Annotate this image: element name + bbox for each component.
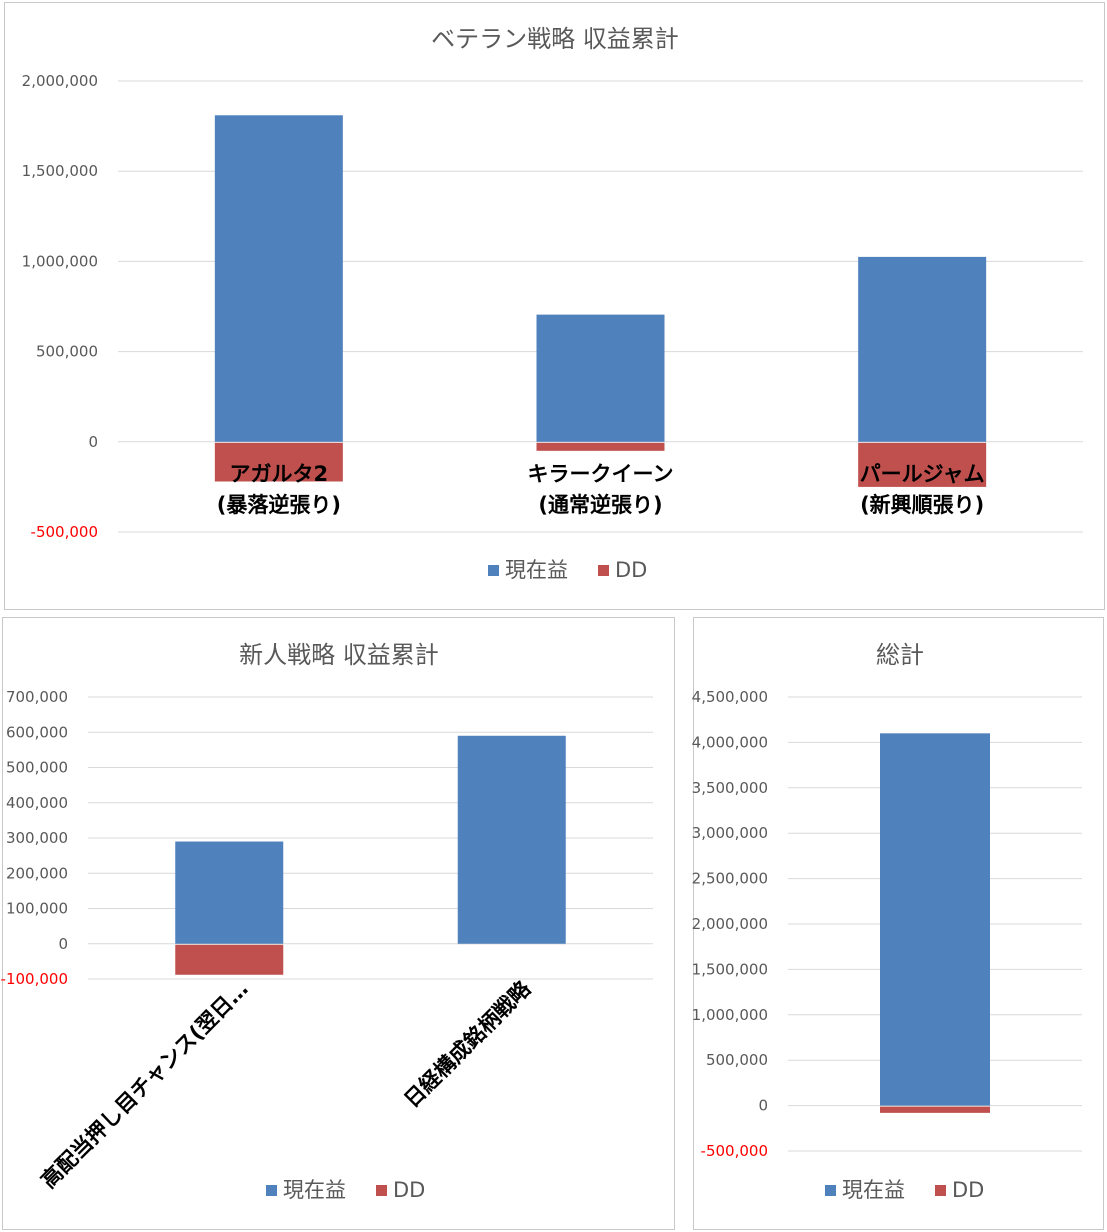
chart-total: 総計 4,500,000 4,000,000 3,500,000 3,000,000 2,… bbox=[692, 641, 1082, 1202]
category-label: パールジャム bbox=[860, 462, 985, 486]
y-tick-label: 4,000,000 bbox=[692, 733, 768, 751]
category-label: キラークイーン bbox=[528, 462, 674, 486]
chart-total-panel: 総計 4,500,000 4,000,000 3,500,000 3,000,000 2,… bbox=[692, 617, 1104, 1230]
chart-title: ベテラン戦略 収益累計 bbox=[431, 25, 679, 53]
y-tick-label: 1,500,000 bbox=[692, 960, 768, 978]
bar-current-profit bbox=[858, 256, 987, 442]
y-tick-label: 1,500,000 bbox=[22, 162, 98, 180]
legend-swatch-dd bbox=[598, 565, 609, 576]
y-tick-label: 700,000 bbox=[6, 688, 68, 706]
chart-title: 新人戦略 収益累計 bbox=[239, 641, 439, 669]
y-tick-label: -500,000 bbox=[701, 1142, 768, 1160]
bar-dd bbox=[858, 442, 987, 487]
legend-label-current-profit: 現在益 bbox=[842, 1178, 905, 1202]
legend-label-dd: DD bbox=[615, 558, 647, 582]
bar-current-profit bbox=[536, 314, 665, 442]
legend-label-dd: DD bbox=[393, 1178, 425, 1202]
y-tick-label: 500,000 bbox=[6, 759, 68, 777]
y-tick-label: 0 bbox=[88, 433, 98, 451]
y-tick-label: 0 bbox=[758, 1097, 768, 1115]
y-tick-label: 0 bbox=[58, 935, 68, 953]
y-tick-label: 4,500,000 bbox=[692, 688, 768, 706]
chart-veteran-panel: ベテラン戦略 収益累計 2,000,000 1,500,000 1,000,000 50… bbox=[4, 2, 1105, 610]
y-tick-label: 2,000,000 bbox=[22, 72, 98, 90]
legend-swatch-dd bbox=[376, 1185, 387, 1196]
bar-dd bbox=[214, 442, 343, 482]
legend-swatch-current-profit bbox=[266, 1185, 277, 1196]
y-tick-label: 1,000,000 bbox=[692, 1006, 768, 1024]
y-tick-label: 3,500,000 bbox=[692, 779, 768, 797]
bar-current-profit bbox=[214, 115, 343, 442]
y-tick-label: 600,000 bbox=[6, 723, 68, 741]
category-label: (新興順張り) bbox=[860, 493, 984, 517]
legend-swatch-dd bbox=[935, 1185, 946, 1196]
y-tick-label: -100,000 bbox=[1, 970, 68, 988]
legend-swatch-current-profit bbox=[488, 565, 499, 576]
legend-label-current-profit: 現在益 bbox=[283, 1178, 346, 1202]
bar-dd bbox=[175, 944, 284, 975]
y-tick-label: 500,000 bbox=[36, 343, 98, 361]
chart-veteran: ベテラン戦略 収益累計 2,000,000 1,500,000 1,000,000 50… bbox=[22, 25, 1083, 582]
y-tick-label: 200,000 bbox=[6, 864, 68, 882]
y-tick-label: 400,000 bbox=[6, 794, 68, 812]
category-label: 日経構成銘柄戦略 bbox=[400, 976, 536, 1112]
y-tick-label: 500,000 bbox=[706, 1051, 768, 1069]
y-tick-label: 3,000,000 bbox=[692, 824, 768, 842]
bar-dd bbox=[536, 442, 665, 451]
category-label: 高配当押し目チャンス(翌日… bbox=[36, 977, 252, 1193]
category-label: (通常逆張り) bbox=[538, 493, 662, 517]
bar-dd bbox=[880, 1106, 990, 1113]
y-tick-label: 2,000,000 bbox=[692, 915, 768, 933]
bar-current-profit bbox=[175, 841, 284, 944]
y-tick-label: -500,000 bbox=[31, 523, 98, 541]
y-tick-label: 1,000,000 bbox=[22, 252, 98, 270]
bar-current-profit bbox=[880, 733, 990, 1106]
y-tick-label: 300,000 bbox=[6, 829, 68, 847]
category-label: アガルタ2 bbox=[230, 462, 329, 486]
y-tick-label: 2,500,000 bbox=[692, 870, 768, 888]
bar-current-profit bbox=[457, 735, 566, 944]
category-label: (暴落逆張り) bbox=[217, 493, 341, 517]
chart-newcomer: 新人戦略 収益累計 700,000 600,000 500,000 400,000 300… bbox=[1, 641, 653, 1202]
legend-label-current-profit: 現在益 bbox=[505, 558, 568, 582]
chart-newcomer-panel: 新人戦略 収益累計 700,000 600,000 500,000 400,000 300… bbox=[1, 617, 675, 1230]
y-tick-label: 100,000 bbox=[6, 900, 68, 918]
chart-title: 総計 bbox=[876, 641, 924, 669]
legend-label-dd: DD bbox=[952, 1178, 984, 1202]
legend-swatch-current-profit bbox=[825, 1185, 836, 1196]
